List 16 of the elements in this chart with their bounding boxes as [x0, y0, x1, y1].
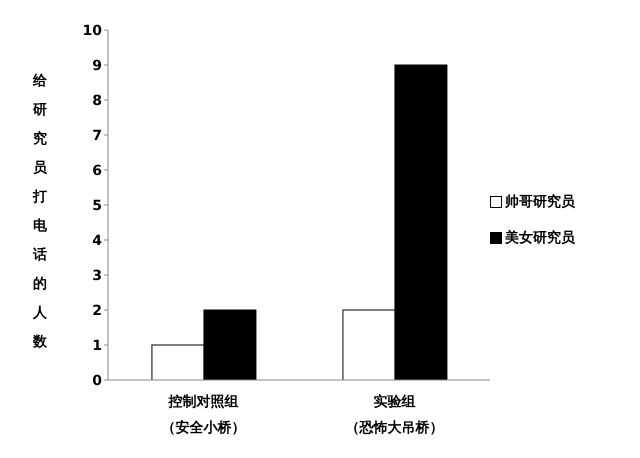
x-tick-label: 控制对照组（安全小桥）: [162, 394, 246, 436]
y-tick-label: 8: [92, 92, 102, 109]
y-tick-label: 4: [92, 232, 102, 249]
y-tick-label: 0: [92, 372, 102, 389]
legend-label: 帅哥研究员: [505, 193, 575, 211]
y-tick-label: 9: [92, 58, 102, 74]
y-tick-label: 3: [92, 268, 102, 284]
y-tick-label: 5: [92, 198, 102, 214]
x-tick-label: 实验组（恐怖大吊桥）: [346, 393, 444, 436]
y-tick-label: 1: [92, 338, 102, 354]
y-tick-label: 2: [92, 302, 102, 319]
legend-label: 美女研究员: [505, 229, 575, 247]
y-tick-label: 6: [92, 162, 102, 179]
text: 给研究员打电话的人数: [33, 73, 47, 350]
y-tick-label: 10: [82, 22, 102, 39]
y-tick-label: 7: [92, 128, 102, 144]
